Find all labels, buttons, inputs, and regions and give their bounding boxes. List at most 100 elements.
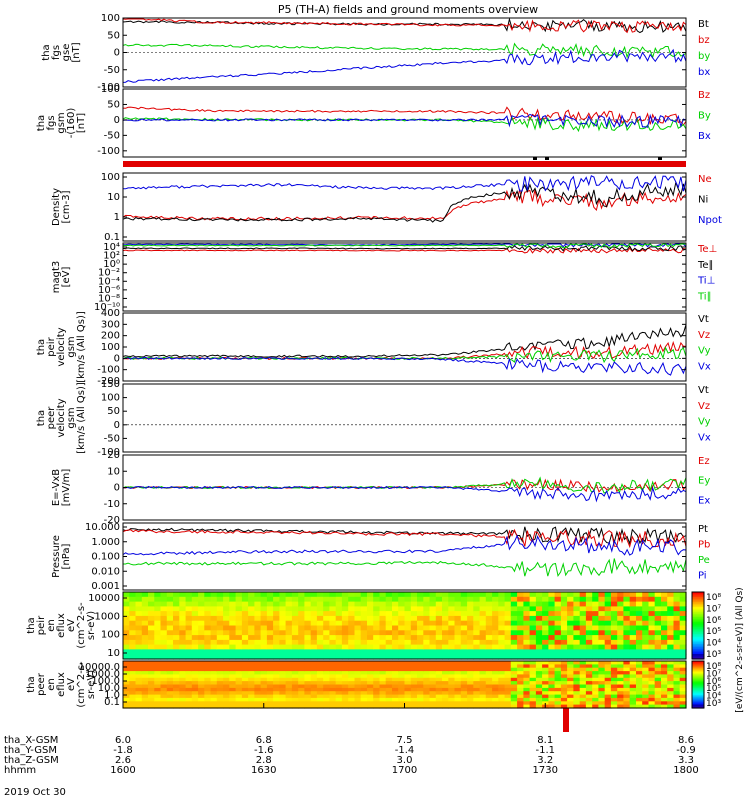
heatmap-cell bbox=[498, 592, 506, 598]
heatmap-cell bbox=[560, 704, 568, 709]
colorbar-cell bbox=[692, 650, 704, 653]
heatmap-cell bbox=[654, 674, 662, 679]
heatmap-cell bbox=[298, 611, 306, 617]
heatmap-cell bbox=[329, 661, 337, 665]
heatmap-cell bbox=[310, 654, 318, 660]
heatmap-cell bbox=[198, 694, 205, 699]
y-axis-label: -(160) bbox=[66, 108, 77, 139]
heatmap-cell bbox=[554, 620, 562, 627]
heatmap-cell bbox=[548, 684, 556, 689]
heatmap-cell bbox=[492, 611, 499, 617]
heatmap-cell bbox=[279, 639, 287, 646]
y-axis-label: Density bbox=[51, 188, 62, 226]
heatmap-cell bbox=[123, 620, 130, 627]
heatmap-cell bbox=[404, 596, 412, 603]
heatmap-cell bbox=[492, 606, 499, 612]
panel-frame bbox=[122, 17, 687, 88]
heatmap-cell bbox=[316, 697, 324, 702]
heatmap-cell bbox=[542, 620, 549, 627]
heatmap-cell bbox=[373, 674, 381, 679]
y-tick-label: 50 bbox=[107, 406, 120, 417]
heatmap-cell bbox=[367, 684, 374, 689]
heatmap-cell bbox=[654, 630, 662, 636]
heatmap-cell bbox=[435, 694, 443, 699]
heatmap-cell bbox=[679, 697, 687, 702]
heatmap-cell bbox=[335, 691, 343, 696]
heatmap-cell bbox=[398, 701, 406, 706]
heatmap-cell bbox=[204, 677, 212, 682]
heatmap-cell bbox=[592, 639, 600, 646]
heatmap-cell bbox=[623, 596, 631, 603]
heatmap-cell bbox=[129, 601, 137, 607]
heatmap-cell bbox=[141, 697, 149, 702]
heatmap-cell bbox=[160, 691, 168, 696]
heatmap-cell bbox=[560, 635, 568, 641]
heatmap-cell bbox=[316, 592, 324, 598]
heatmap-cell bbox=[479, 625, 487, 631]
heatmap-cell bbox=[617, 630, 625, 636]
heatmap-cell bbox=[141, 687, 149, 692]
heatmap-cell bbox=[379, 611, 387, 617]
heatmap-cell bbox=[223, 671, 230, 676]
heatmap-cell bbox=[223, 644, 230, 650]
heatmap-cell bbox=[135, 630, 143, 636]
heatmap-cell bbox=[148, 684, 155, 689]
heatmap-cell bbox=[661, 697, 668, 702]
heatmap-cell bbox=[367, 661, 374, 665]
heatmap-cell bbox=[623, 681, 631, 686]
heatmap-cell bbox=[398, 654, 406, 660]
heatmap-cell bbox=[429, 684, 437, 689]
heatmap-cell bbox=[323, 630, 331, 636]
heatmap-cell bbox=[279, 697, 287, 702]
y-axis-label: [km/s (All Qs)] bbox=[76, 382, 87, 454]
heatmap-cell bbox=[473, 691, 481, 696]
heatmap-cell bbox=[579, 704, 587, 709]
heatmap-cell bbox=[473, 615, 481, 622]
heatmap-cell bbox=[254, 620, 262, 627]
heatmap-cell bbox=[398, 664, 406, 669]
y-tick-label: -100 bbox=[97, 82, 120, 93]
heatmap-cell bbox=[485, 639, 493, 646]
heatmap-cell bbox=[579, 691, 587, 696]
heatmap-cell bbox=[542, 615, 549, 622]
heatmap-cell bbox=[216, 684, 224, 689]
heatmap-cell bbox=[429, 674, 437, 679]
heatmap-cell bbox=[204, 592, 212, 598]
heatmap-cell bbox=[235, 625, 243, 631]
heatmap-cell bbox=[304, 601, 312, 607]
y-tick-label: -200 bbox=[97, 376, 120, 387]
heatmap-cell bbox=[617, 635, 625, 641]
heatmap-cell bbox=[523, 681, 531, 686]
heatmap-cell bbox=[298, 671, 306, 676]
heatmap-cell bbox=[216, 639, 224, 646]
heatmap-cell bbox=[335, 649, 343, 655]
heatmap-cell bbox=[392, 620, 399, 627]
heatmap-cell bbox=[154, 684, 162, 689]
heatmap-cell bbox=[467, 691, 474, 696]
heatmap-cell bbox=[479, 684, 487, 689]
heatmap-cell bbox=[229, 697, 237, 702]
heatmap-cell bbox=[610, 671, 618, 676]
heatmap-cell bbox=[266, 596, 274, 603]
heatmap-cell bbox=[248, 674, 255, 679]
heatmap-cell bbox=[298, 681, 306, 686]
heatmap-cell bbox=[385, 701, 393, 706]
heatmap-cell bbox=[567, 677, 574, 682]
heatmap-cell bbox=[367, 649, 374, 655]
heatmap-cell bbox=[648, 694, 656, 699]
y-axis-label: eV bbox=[66, 678, 77, 691]
heatmap-cell bbox=[191, 704, 199, 709]
heatmap-cell bbox=[679, 606, 687, 612]
heatmap-cell bbox=[673, 704, 681, 709]
heatmap-cell bbox=[467, 701, 474, 706]
heatmap-cell bbox=[241, 654, 249, 660]
heatmap-cell bbox=[673, 592, 681, 598]
heatmap-cell bbox=[373, 671, 381, 676]
heatmap-cell bbox=[467, 687, 474, 692]
heatmap-cell bbox=[235, 704, 243, 709]
heatmap-cell bbox=[266, 654, 274, 660]
heatmap-cell bbox=[504, 694, 512, 699]
heatmap-cell bbox=[454, 625, 462, 631]
heatmap-cell bbox=[223, 667, 230, 672]
heatmap-cell bbox=[229, 606, 237, 612]
